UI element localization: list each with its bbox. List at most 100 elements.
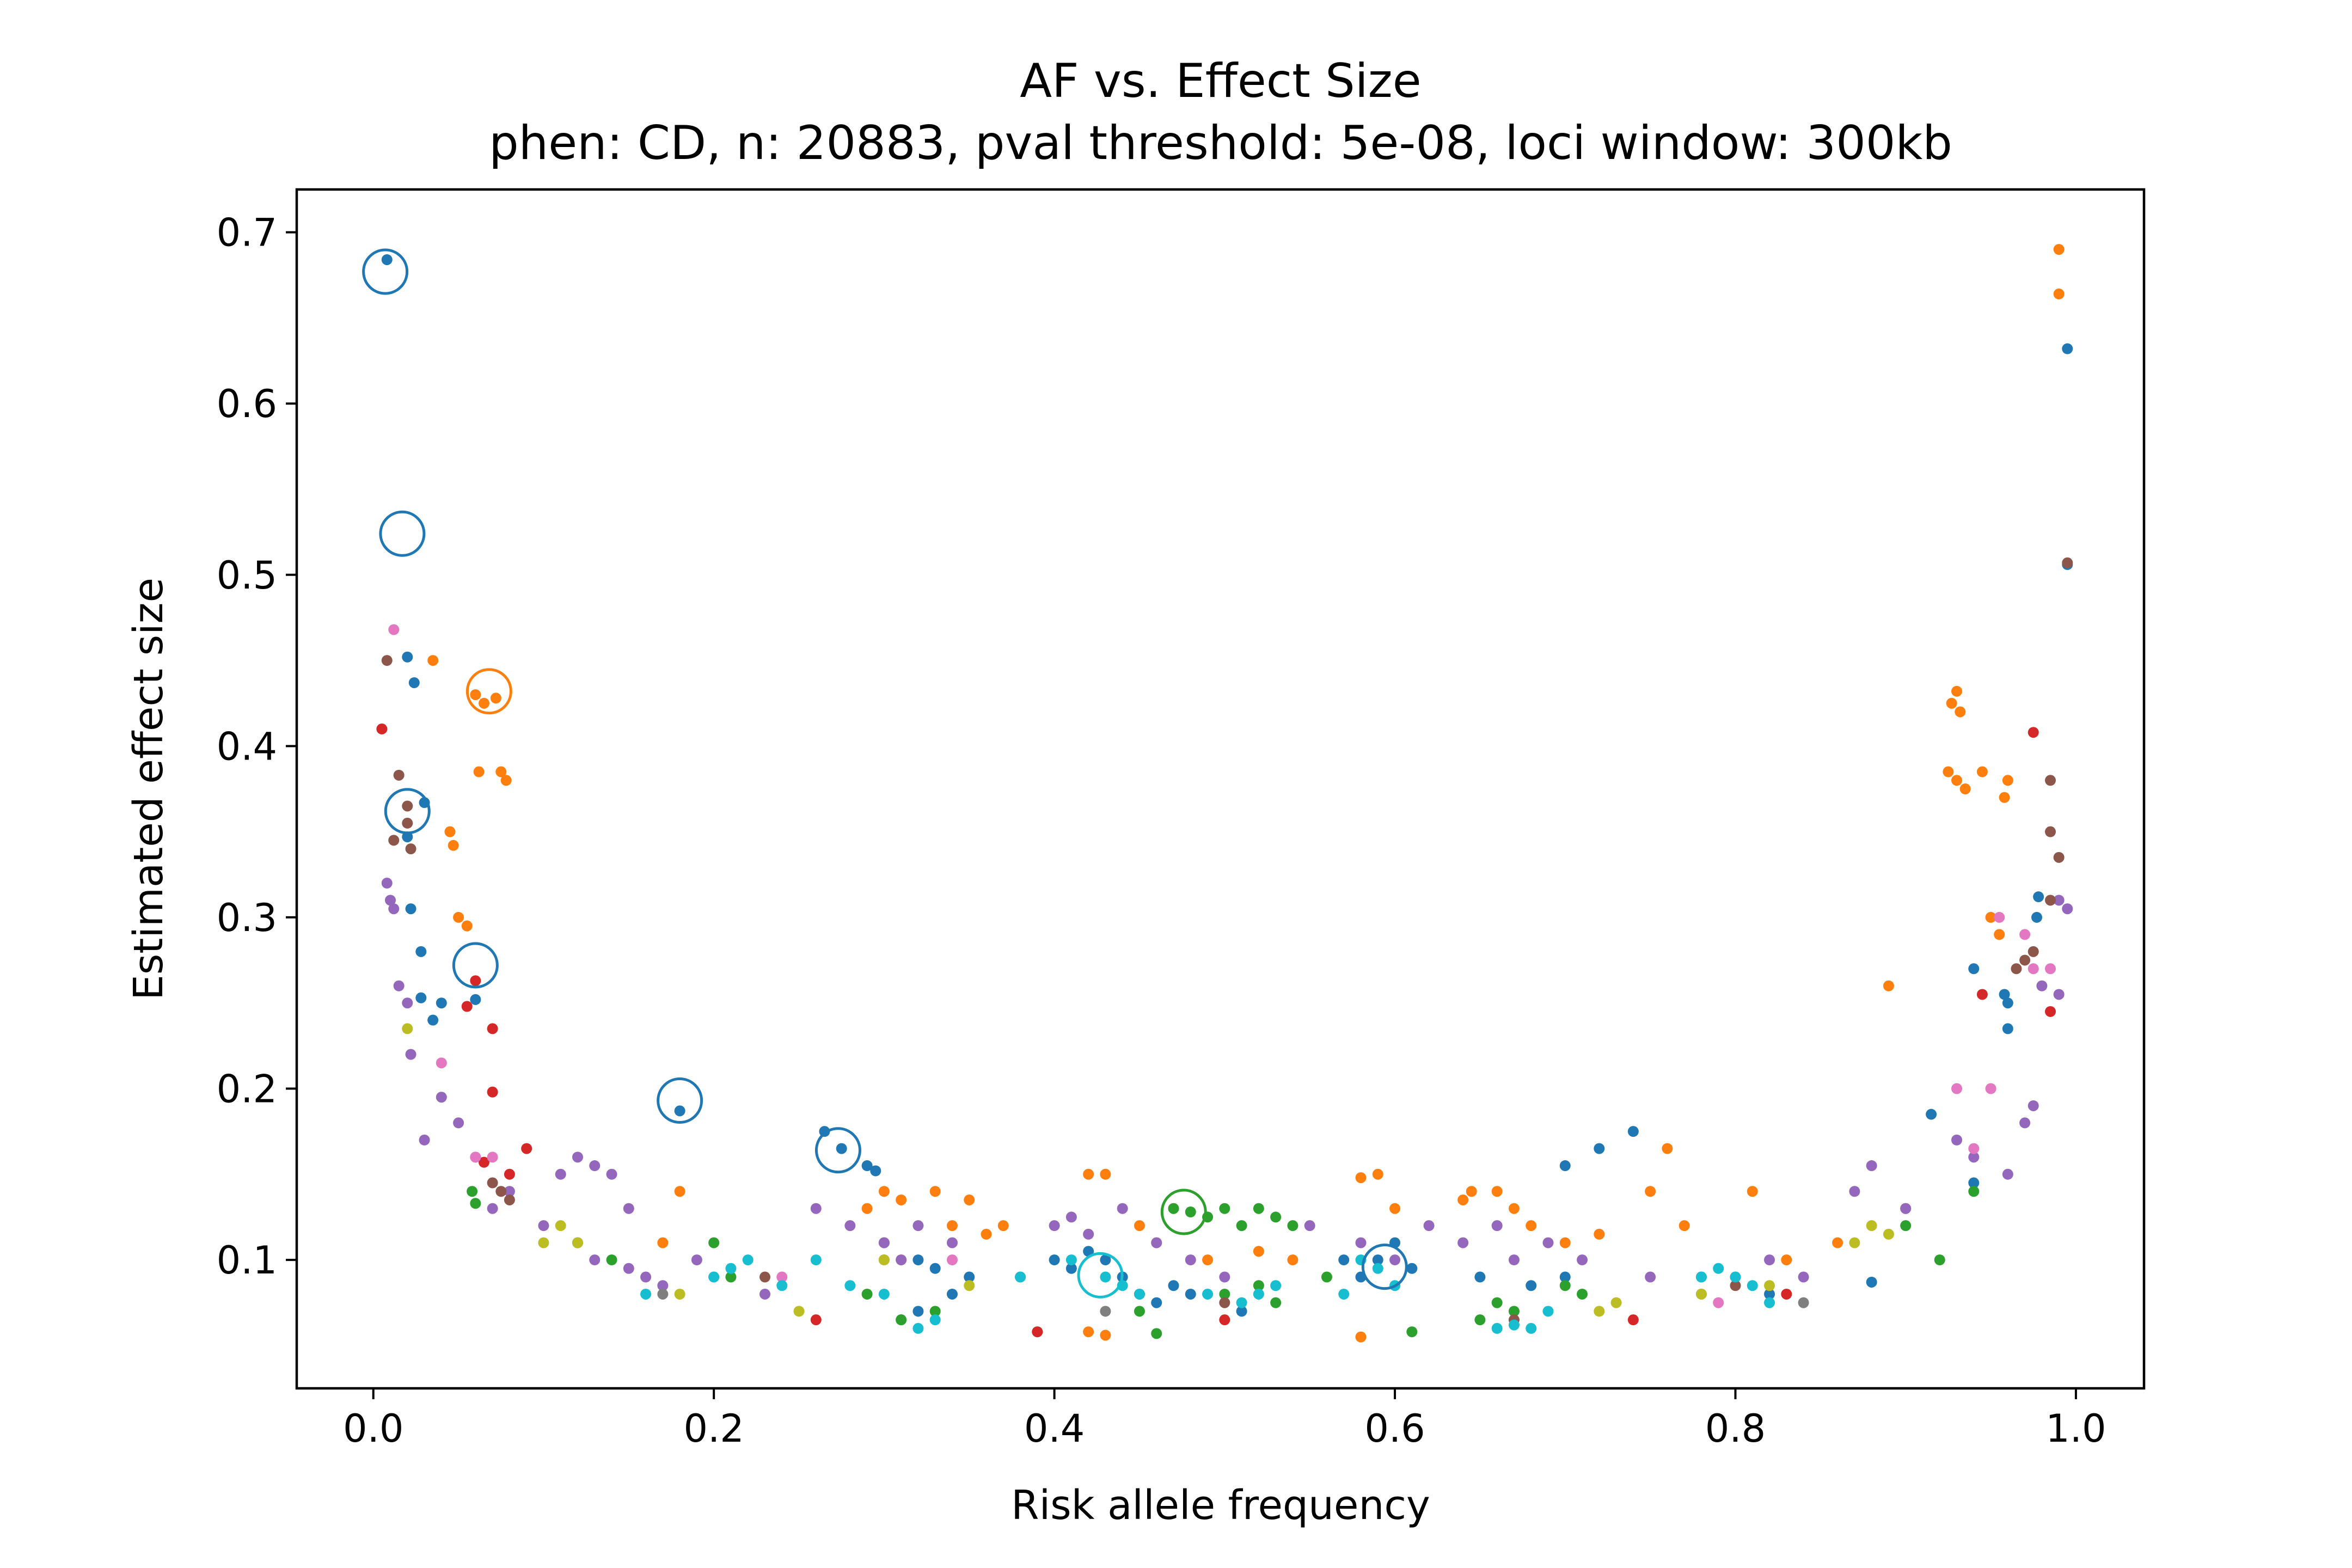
data-point [896, 1314, 907, 1326]
data-point [1236, 1220, 1247, 1232]
data-point [1508, 1203, 1520, 1214]
data-point [725, 1271, 737, 1283]
data-point [1168, 1203, 1179, 1214]
data-point [1508, 1254, 1520, 1266]
data-point [388, 835, 400, 846]
data-point [1270, 1297, 1282, 1308]
data-point [2062, 343, 2073, 354]
data-point [1219, 1297, 1230, 1308]
data-point [1610, 1297, 1622, 1308]
data-point [623, 1263, 634, 1274]
data-point [810, 1254, 822, 1266]
data-point [1134, 1220, 1145, 1232]
data-point [1355, 1331, 1367, 1343]
chart-title: AF vs. Effect Size [1020, 54, 1421, 108]
data-point [1951, 685, 1963, 697]
data-point [1994, 929, 2005, 940]
highlight-ring [657, 1077, 703, 1124]
data-point [725, 1263, 737, 1274]
data-point [1253, 1280, 1264, 1291]
data-point [2053, 852, 2065, 863]
data-point [623, 1203, 634, 1214]
x-tick-label: 1.0 [2045, 1406, 2106, 1451]
data-point [1219, 1288, 1230, 1300]
data-point [878, 1254, 890, 1266]
data-point [453, 911, 464, 923]
data-point [1406, 1263, 1418, 1274]
data-point [470, 689, 481, 700]
y-tick-label: 0.7 [217, 211, 277, 255]
plot-points [376, 244, 2073, 1343]
data-point [1202, 1288, 1214, 1300]
data-point [2028, 963, 2039, 975]
data-point [1968, 1143, 1980, 1154]
data-point [1955, 706, 1966, 718]
data-point [1100, 1168, 1111, 1180]
data-point [1083, 1228, 1094, 1240]
highlight-ring [362, 248, 409, 295]
data-point [657, 1280, 669, 1291]
data-point [1559, 1237, 1571, 1248]
data-point [1968, 1177, 1980, 1189]
data-point [896, 1254, 907, 1266]
data-point [878, 1186, 890, 1197]
data-point [1491, 1297, 1503, 1308]
y-axis-ticks: 0.1 0.2 0.3 0.4 0.5 0.6 0.7 [217, 211, 297, 1283]
data-point [1287, 1254, 1298, 1266]
data-point [1976, 989, 1988, 1000]
data-point [708, 1237, 720, 1248]
x-axis-label: Risk allele frequency [1011, 1482, 1430, 1529]
data-point [1355, 1237, 1367, 1248]
data-point [759, 1271, 770, 1283]
data-point [2002, 775, 2013, 786]
data-point [1355, 1172, 1367, 1184]
data-point [1999, 792, 2010, 803]
data-point [402, 800, 413, 812]
data-point [555, 1168, 566, 1180]
data-point [1713, 1263, 1724, 1274]
data-point [870, 1165, 881, 1177]
data-point [2002, 1168, 2013, 1180]
data-point [402, 651, 413, 663]
data-point [861, 1160, 873, 1172]
data-point [861, 1203, 873, 1214]
data-point [1559, 1280, 1571, 1291]
data-point [1849, 1186, 1860, 1197]
data-point [1065, 1211, 1077, 1223]
data-point [470, 1152, 481, 1163]
data-point [1185, 1254, 1196, 1266]
data-point [2031, 911, 2042, 923]
data-point [495, 1186, 507, 1197]
data-point [2053, 895, 2065, 906]
data-point [1100, 1271, 1111, 1283]
data-point [572, 1152, 583, 1163]
data-point [1985, 911, 1996, 923]
data-point [1662, 1143, 1673, 1154]
data-point [1491, 1220, 1503, 1232]
data-point [1219, 1203, 1230, 1214]
data-point [929, 1186, 941, 1197]
data-point [393, 769, 405, 781]
data-point [1185, 1288, 1196, 1300]
data-point [444, 826, 456, 837]
data-point [381, 655, 393, 666]
data-point [1151, 1328, 1162, 1339]
data-point [2011, 963, 2022, 975]
data-point [402, 817, 413, 829]
data-point [640, 1271, 652, 1283]
y-tick-label: 0.5 [217, 553, 277, 598]
data-point [415, 946, 427, 957]
data-point [376, 723, 388, 734]
data-point [2045, 826, 2056, 837]
data-point [1781, 1254, 1792, 1266]
data-point [1466, 1186, 1477, 1197]
data-point [1679, 1220, 1690, 1232]
data-point [964, 1280, 975, 1291]
data-point [2028, 946, 2039, 957]
data-point [504, 1186, 515, 1197]
data-point [487, 1203, 498, 1214]
data-point [1526, 1280, 1537, 1291]
data-point [1032, 1326, 1043, 1338]
data-point [1764, 1254, 1775, 1266]
data-point [381, 254, 393, 265]
